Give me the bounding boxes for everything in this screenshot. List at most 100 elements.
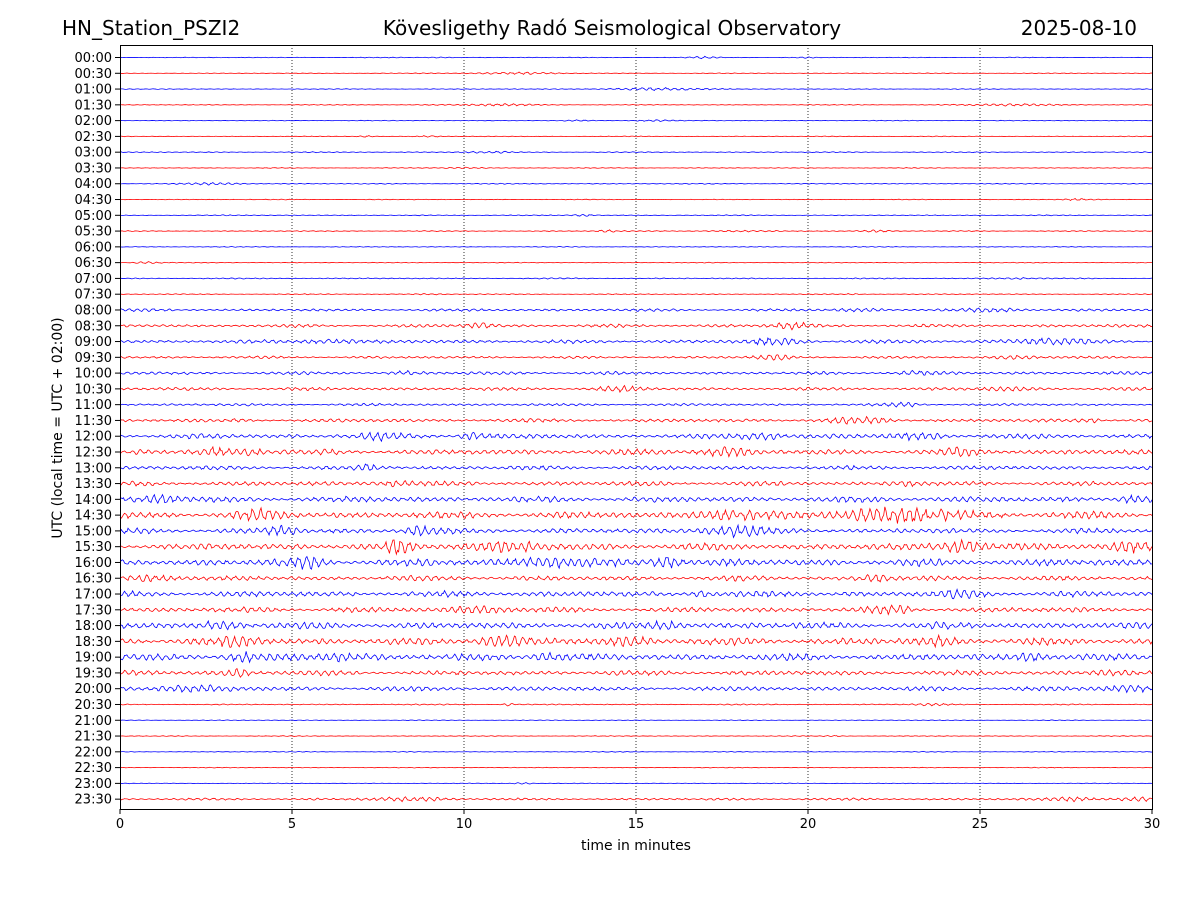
seismogram-trace [119, 431, 1153, 443]
y-tick-label: 18:30 [75, 635, 112, 650]
y-tick-label: 08:30 [75, 319, 112, 334]
y-tick-label: 12:30 [75, 446, 112, 461]
seismogram-trace [119, 369, 1153, 376]
seismogram-trace [119, 493, 1153, 505]
y-tick-label: 13:00 [75, 461, 112, 476]
seismogram-trace [119, 751, 1152, 753]
seismogram-trace [119, 401, 1153, 408]
seismogram-trace [119, 633, 1153, 649]
y-tick-label: 11:30 [75, 414, 112, 429]
y-tick-label: 02:00 [75, 114, 112, 129]
x-tick-label: 0 [116, 817, 124, 832]
seismogram-trace [119, 703, 1153, 707]
y-tick-label: 03:00 [75, 146, 112, 161]
seismogram-trace [119, 538, 1153, 556]
seismogram-trace [119, 445, 1153, 458]
x-tick-label: 15 [628, 817, 645, 832]
y-tick-label: 17:30 [75, 603, 112, 618]
seismogram-trace [119, 337, 1153, 346]
seismogram-trace [119, 103, 1153, 107]
y-tick-label: 16:00 [75, 556, 112, 571]
seismogram-trace [119, 766, 1153, 769]
seismogram-trace [119, 588, 1153, 600]
y-tick-label: 20:00 [75, 682, 112, 697]
chart-date: 2025-08-10 [1021, 16, 1137, 40]
x-tick-label: 5 [288, 817, 296, 832]
y-tick-label: 23:00 [75, 777, 112, 792]
seismogram-trace [119, 719, 1153, 722]
seismogram-trace [119, 293, 1153, 296]
seismogram-trace [119, 261, 1153, 264]
y-tick-label: 13:30 [75, 477, 112, 492]
plot-frame [120, 45, 1153, 810]
x-axis-label: time in minutes [581, 838, 691, 854]
seismogram-trace [119, 119, 1153, 122]
seismogram-trace [119, 782, 1153, 785]
y-tick-label: 22:00 [75, 745, 112, 760]
seismogram-trace [119, 735, 1153, 737]
seismogram-trace [119, 277, 1153, 280]
vertical-gridlines [291, 45, 981, 809]
seismogram-trace [119, 604, 1153, 616]
seismogram-trace [119, 796, 1153, 803]
seismogram-trace [119, 651, 1153, 664]
seismogram-trace [119, 480, 1153, 488]
y-tick-label: 06:30 [75, 256, 112, 271]
x-tick-label: 10 [456, 817, 473, 832]
seismogram-trace [119, 197, 1153, 202]
seismogram-trace [119, 573, 1153, 583]
seismogram-trace [119, 229, 1153, 233]
seismogram-trace [119, 166, 1153, 169]
y-tick-labels: 00:0000:3001:0001:3002:0002:3003:0003:30… [75, 51, 120, 808]
seismogram-trace [119, 321, 1153, 331]
seismogram-trace [119, 55, 1153, 60]
y-tick-label: 21:00 [75, 714, 112, 729]
chart-title: Kövesligethy Radó Seismological Observat… [383, 16, 841, 40]
y-tick-label: 04:30 [75, 193, 112, 208]
y-tick-label: 15:00 [75, 524, 112, 539]
y-tick-label: 19:30 [75, 666, 112, 681]
y-tick-label: 01:30 [75, 98, 112, 113]
seismogram-trace [119, 246, 1153, 248]
y-tick-label: 12:00 [75, 430, 112, 445]
seismogram-trace [119, 384, 1153, 393]
y-tick-label: 16:30 [75, 572, 112, 587]
y-tick-label: 05:00 [75, 209, 112, 224]
y-tick-label: 00:00 [75, 51, 112, 66]
y-tick-label: 23:30 [75, 793, 112, 808]
seismogram-trace [119, 523, 1153, 539]
y-tick-label: 10:00 [75, 367, 112, 382]
x-tick-label: 25 [972, 817, 989, 832]
seismogram-trace [119, 684, 1153, 694]
y-tick-label: 07:00 [75, 272, 112, 287]
y-tick-label: 21:30 [75, 730, 112, 745]
y-tick-label: 00:30 [75, 67, 112, 82]
seismogram-trace [119, 150, 1153, 154]
seismogram-trace [119, 555, 1153, 570]
seismogram-trace [119, 135, 1153, 138]
y-tick-label: 07:30 [75, 288, 112, 303]
y-tick-label: 05:30 [75, 225, 112, 240]
seismogram-trace [119, 214, 1153, 217]
seismogram-trace [119, 415, 1153, 425]
y-tick-label: 22:30 [75, 761, 112, 776]
seismogram-trace [119, 667, 1153, 678]
y-tick-label: 20:30 [75, 698, 112, 713]
y-tick-label: 14:30 [75, 509, 112, 524]
y-tick-label: 15:30 [75, 540, 112, 555]
y-tick-label: 08:00 [75, 303, 112, 318]
y-tick-label: 18:00 [75, 619, 112, 634]
seismogram-trace [119, 181, 1153, 186]
seismogram-trace [119, 86, 1153, 92]
seismogram-trace [119, 307, 1153, 313]
x-tick-label: 30 [1144, 817, 1161, 832]
y-axis-label: UTC (local time = UTC + 02:00) [50, 317, 66, 538]
y-tick-label: 17:00 [75, 588, 112, 603]
y-tick-label: 09:00 [75, 335, 112, 350]
station-name: HN_Station_PSZI2 [62, 16, 240, 40]
seismogram-trace [119, 354, 1153, 361]
x-axis-ticks: 0 5 10 15 20 25 30 [116, 809, 1160, 832]
y-tick-label: 04:00 [75, 177, 112, 192]
